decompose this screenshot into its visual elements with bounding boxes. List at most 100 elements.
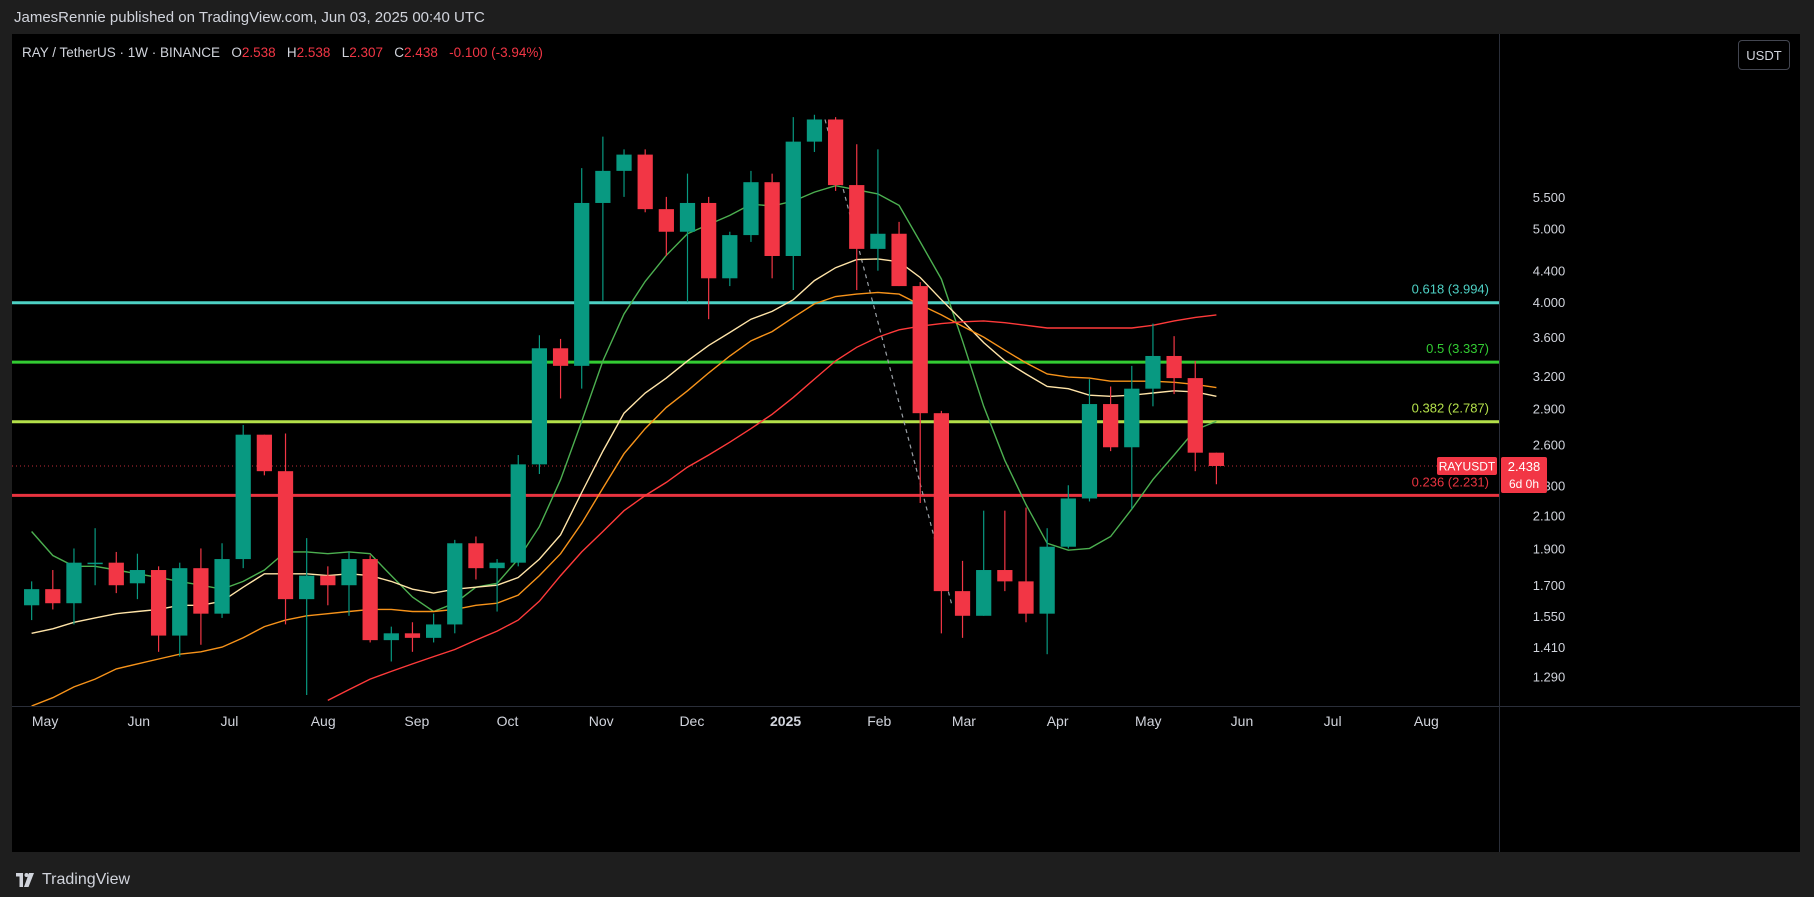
candle-body — [320, 575, 336, 586]
legend-open-label: O — [231, 45, 242, 60]
candle-body — [912, 286, 928, 414]
candle-body — [1103, 404, 1119, 448]
footer-brand-label: TradingView — [42, 871, 131, 888]
price-tag-value: 2.438 — [1508, 459, 1541, 474]
candle-body — [1187, 378, 1203, 453]
x-tick-label: Mar — [952, 713, 976, 729]
y-tick-label: 1.700 — [1533, 578, 1566, 593]
candle-body — [764, 182, 780, 256]
candle-body — [468, 543, 484, 569]
price-tag-bg — [1501, 456, 1547, 493]
x-tick-label: Dec — [679, 713, 704, 729]
candle-body — [827, 119, 844, 186]
tradingview-logo-icon — [16, 873, 34, 887]
candle-body — [341, 559, 357, 586]
fib-level-label: 0.618 (3.994) — [1412, 282, 1489, 297]
x-tick-label: May — [1135, 713, 1161, 729]
x-tick-label: Feb — [867, 713, 891, 729]
candle-body — [637, 154, 653, 210]
candle-body — [193, 568, 209, 614]
y-tick-label: 1.410 — [1533, 640, 1566, 655]
candle-body — [172, 568, 188, 636]
candle-body — [976, 570, 992, 616]
legend-open: 2.538 — [241, 45, 276, 60]
x-tick-label: Jul — [221, 713, 239, 729]
trendline-dashed — [824, 119, 953, 606]
candle-body — [743, 182, 759, 236]
y-tick-label: 1.290 — [1533, 670, 1566, 685]
candle-body — [108, 562, 124, 586]
candle-body — [1166, 355, 1182, 379]
currency-button[interactable]: USDT — [1738, 40, 1790, 70]
candle-body — [383, 633, 399, 641]
x-tick-label: Jun — [128, 713, 151, 729]
legend-high: 2.538 — [296, 45, 331, 60]
moving-average-line — [31, 291, 1217, 706]
candle-body — [954, 591, 971, 616]
candle-body — [489, 562, 505, 569]
x-tick-label: Nov — [589, 713, 614, 729]
fib-level-label: 0.236 (2.231) — [1412, 474, 1489, 489]
chart-frame[interactable]: 0.618 (3.994) 0.5 (3.337) 0.382 (2.787) 0.2… — [12, 34, 1800, 852]
candle-body — [531, 348, 548, 465]
fib-level-label: 0.382 (2.787) — [1412, 401, 1489, 416]
y-tick-label: 1.900 — [1533, 541, 1566, 556]
candle-body — [1081, 404, 1098, 499]
candle-body — [66, 562, 82, 604]
y-tick-label: 3.200 — [1533, 369, 1566, 384]
footer-brand[interactable]: TradingView — [14, 871, 130, 889]
candlestick-chart[interactable]: 0.618 (3.994) 0.5 (3.337) 0.382 (2.787) 0.2… — [12, 34, 1800, 852]
candle-body — [447, 543, 463, 625]
y-tick-label: 5.000 — [1533, 221, 1566, 236]
candle-body — [150, 570, 167, 636]
x-tick-label: May — [32, 713, 58, 729]
legend-close-label: C — [394, 45, 405, 60]
y-tick-label: 2.600 — [1533, 438, 1566, 453]
y-tick-label: 2.900 — [1533, 402, 1566, 417]
candle-body — [595, 170, 611, 203]
candle-body — [404, 633, 421, 638]
legend-change: -0.100 (-3.94%) — [449, 45, 543, 60]
candle-body — [701, 202, 717, 279]
legend-close: 2.438 — [404, 45, 438, 60]
candle-body — [510, 464, 526, 563]
x-tick-label: Sep — [404, 713, 429, 729]
y-tick-label: 4.000 — [1533, 295, 1566, 310]
candle-body — [362, 559, 378, 641]
candle-body — [24, 589, 40, 606]
candle-body — [870, 233, 886, 249]
x-tick-label: Aug — [1414, 713, 1439, 729]
candle-body — [722, 235, 738, 279]
candle-body — [1060, 498, 1076, 547]
candle-body — [785, 141, 801, 256]
candle-body — [87, 562, 103, 565]
candle-body — [299, 575, 315, 600]
plot-area — [12, 114, 1499, 706]
candle-body — [806, 119, 823, 142]
candle-body — [552, 348, 569, 366]
candle-body — [129, 570, 146, 584]
x-tick-label: Oct — [497, 713, 519, 729]
candle-body — [616, 154, 632, 171]
x-tick-label: 2025 — [770, 713, 801, 729]
candle-body — [1018, 581, 1034, 614]
legend-low-label: L — [341, 45, 350, 60]
price-tag-symbol: RAYUSDT — [1439, 459, 1496, 473]
candle-body — [235, 434, 251, 560]
candle-body — [933, 413, 949, 592]
y-tick-label: 4.400 — [1533, 264, 1566, 279]
candle-body — [214, 559, 230, 614]
legend-low: 2.307 — [349, 45, 384, 60]
legend-high-label: H — [286, 45, 297, 60]
price-tag-countdown: 6d 0h — [1509, 477, 1539, 491]
candle-body — [1039, 546, 1055, 614]
price-tag-symbol-bg — [1437, 456, 1497, 475]
legend-symbol: RAY / TetherUS · 1W · BINANCE — [22, 45, 221, 60]
candle-body — [277, 471, 294, 600]
fib-level-label: 0.5 (3.337) — [1426, 341, 1489, 356]
candle-body — [849, 185, 865, 249]
x-tick-label: Apr — [1047, 713, 1069, 729]
published-attribution: JamesRennie published on TradingView.com… — [14, 9, 485, 26]
y-tick-label: 5.500 — [1533, 190, 1566, 205]
candle-body — [679, 202, 696, 232]
